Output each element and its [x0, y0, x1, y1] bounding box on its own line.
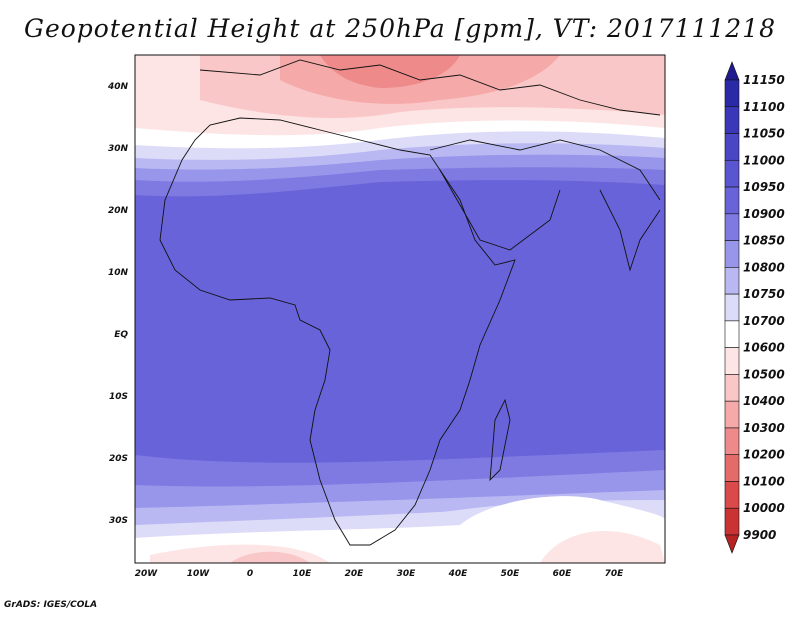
colorbar: 11150 11100 11050 11000 10950 10900 10850 10800…: [724, 61, 785, 554]
colorbar-swatch: [724, 507, 740, 536]
colorbar-label: 11050: [743, 127, 785, 141]
colorbar-swatch: [724, 186, 740, 215]
lon-axis: 20W 10W 0 10E 20E 30E 40E 50E 60E 70E: [135, 569, 624, 579]
colorbar-swatch: [724, 320, 740, 348]
band-10500-south: [230, 551, 310, 563]
colorbar-label: 10750: [743, 287, 785, 301]
lat-tick-label: 10N: [108, 268, 129, 278]
colorbar-label: 11000: [743, 153, 785, 167]
lat-tick-label: 40N: [107, 82, 129, 92]
lat-axis: 40N 30N 20N 10N EQ 10S 20S 30S: [107, 82, 129, 526]
lon-tick-label: 10E: [293, 569, 313, 579]
colorbar-swatch: [724, 374, 740, 402]
coastlines: [159, 59, 661, 546]
band-10600-south-b: [540, 531, 665, 563]
lat-tick-label: 20N: [108, 206, 129, 216]
colorbar-label: 11150: [743, 73, 785, 87]
colorbar-swatch: [724, 159, 740, 188]
colorbar-swatch: [724, 213, 740, 241]
colorbar-label: 10800: [743, 260, 785, 274]
colorbar-swatch: [724, 454, 740, 482]
lon-tick-label: 30E: [397, 569, 417, 579]
lon-tick-label: 0: [247, 569, 253, 579]
colorbar-label: 10200: [743, 448, 785, 462]
colorbar-label: 10000: [743, 501, 785, 515]
lat-tick-label: EQ: [114, 330, 128, 340]
colorbar-label: 10300: [743, 421, 785, 435]
height-field: [135, 55, 665, 563]
chart-title: Geopotential Height at 250hPa [gpm], VT:…: [23, 14, 777, 43]
colorbar-swatch: [724, 427, 740, 456]
lat-tick-label: 20S: [109, 454, 128, 464]
colorbar-label: 10950: [743, 180, 785, 194]
colorbar-swatch: [724, 481, 740, 509]
lon-tick-label: 10W: [187, 569, 211, 579]
colorbar-swatch: [724, 133, 740, 161]
europe-coast: [199, 59, 661, 116]
credit-text: GrADS: IGES/COLA: [4, 600, 98, 610]
colorbar-swatch: [724, 400, 740, 429]
map-frame: [134, 54, 666, 564]
colorbar-label: 10850: [743, 234, 785, 248]
colorbar-swatch: [724, 347, 740, 375]
lon-tick-label: 50E: [501, 569, 521, 579]
madagascar: [489, 398, 511, 482]
colorbar-label: 10100: [743, 474, 785, 488]
africa-coast: [159, 117, 516, 546]
colorbar-swatch: [724, 293, 740, 322]
colorbar-label: 10400: [743, 394, 785, 408]
colorbar-label: 10600: [743, 341, 785, 355]
lon-tick-label: 70E: [605, 569, 625, 579]
lon-tick-label: 60E: [553, 569, 573, 579]
lon-tick-label: 40E: [448, 569, 469, 579]
colorbar-min-arrow: [724, 534, 740, 554]
lat-tick-label: 30S: [109, 516, 128, 526]
colorbar-label: 10900: [743, 207, 785, 221]
arabia-asia-coast: [429, 139, 661, 201]
lat-tick-label: 30N: [108, 144, 129, 154]
colorbar-swatch: [724, 267, 740, 295]
colorbar-label: 10500: [743, 367, 785, 381]
colorbar-swatch: [724, 106, 740, 134]
red-sea-arabia: [439, 169, 561, 251]
lon-tick-label: 20W: [135, 569, 159, 579]
colorbar-swatch: [724, 240, 740, 268]
colorbar-label: 10700: [743, 314, 785, 328]
colorbar-label: 9900: [743, 528, 776, 542]
india-coast: [599, 189, 661, 272]
lon-tick-label: 20E: [345, 569, 365, 579]
colorbar-label: 11100: [743, 100, 785, 114]
lat-tick-label: 10S: [109, 392, 128, 402]
colorbar-swatch: [724, 79, 740, 108]
colorbar-max-arrow: [724, 61, 740, 81]
